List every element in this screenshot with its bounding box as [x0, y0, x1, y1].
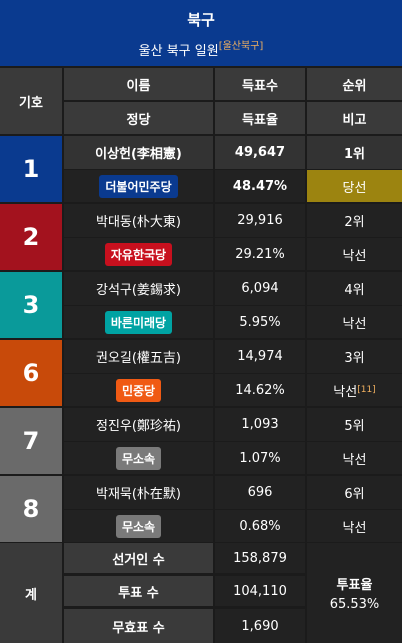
candidate-number: 6	[0, 340, 62, 406]
candidate-votes: 1,093	[215, 408, 305, 441]
header-number: 기호	[0, 68, 62, 134]
candidate-rank: 6위	[307, 476, 402, 509]
candidate-remark-cell: 낙선	[307, 442, 402, 474]
party-badge[interactable]: 자유한국당	[104, 242, 173, 266]
candidate-rate: 14.62%	[215, 374, 305, 406]
candidate-votes: 49,647	[215, 136, 305, 169]
candidate-number: 7	[0, 408, 62, 474]
total-label: 계	[0, 543, 62, 643]
candidate-votes: 14,974	[215, 340, 305, 373]
candidate-remark-cell: 당선	[307, 170, 402, 202]
candidate-votes: 6,094	[215, 272, 305, 305]
candidate-number: 8	[0, 476, 62, 542]
candidate-name[interactable]: 정진우(鄭珍祐)	[64, 408, 213, 441]
candidate-remark-cell: 낙선 [11]	[307, 374, 402, 406]
turnout-rate-value: 65.53%	[329, 597, 380, 612]
party-badge[interactable]: 바른미래당	[104, 310, 173, 334]
result-label: 낙선	[333, 384, 358, 400]
invalid-votes-value: 1,690	[215, 609, 305, 643]
candidate-remark-cell: 낙선	[307, 510, 402, 542]
header-name: 이름	[64, 68, 213, 100]
candidate-name[interactable]: 박재묵(朴在默)	[64, 476, 213, 509]
elected-label: 당선	[342, 180, 367, 196]
result-label: 낙선	[342, 248, 367, 264]
turnout-votes-label: 투표 수	[64, 576, 213, 606]
candidate-votes: 696	[215, 476, 305, 509]
district-note-link[interactable]: [울산북구]	[218, 41, 264, 52]
party-badge[interactable]: 무소속	[115, 514, 162, 538]
result-label: 낙선	[342, 452, 367, 468]
candidate-rank: 4위	[307, 272, 402, 305]
candidate-rank: 2위	[307, 204, 402, 237]
party-badge[interactable]: 민중당	[115, 378, 162, 402]
header-votes: 득표수	[215, 68, 305, 100]
candidate-rank: 5위	[307, 408, 402, 441]
party-badge[interactable]: 더불어민주당	[99, 174, 178, 198]
candidate-party-cell: 바른미래당	[64, 306, 213, 338]
electorate-label: 선거인 수	[64, 543, 213, 573]
candidate-name[interactable]: 권오길(權五吉)	[64, 340, 213, 373]
candidate-party-cell: 자유한국당	[64, 238, 213, 270]
turnout-votes-value: 104,110	[215, 576, 305, 606]
candidate-rate: 29.21%	[215, 238, 305, 270]
candidate-name[interactable]: 강석구(姜錫求)	[64, 272, 213, 305]
candidate-rate: 1.07%	[215, 442, 305, 474]
candidate-number: 1	[0, 136, 62, 202]
candidate-remark-cell: 낙선	[307, 238, 402, 270]
candidate-number: 3	[0, 272, 62, 338]
candidate-party-cell: 더불어민주당	[64, 170, 213, 202]
candidate-remark-cell: 낙선	[307, 306, 402, 338]
party-badge[interactable]: 무소속	[115, 446, 162, 470]
result-label: 낙선	[342, 520, 367, 536]
candidate-rank: 1위	[307, 136, 402, 169]
candidate-name[interactable]: 이상헌(李相憲)	[64, 136, 213, 169]
district-subtitle: 울산 북구 일원[울산북구]	[0, 37, 402, 59]
district-title: 북구	[187, 11, 215, 29]
candidate-number: 2	[0, 204, 62, 270]
candidate-rank: 3위	[307, 340, 402, 373]
remark-footnote-link[interactable]: [11]	[357, 385, 376, 395]
candidate-party-cell: 민중당	[64, 374, 213, 406]
candidate-rate: 0.68%	[215, 510, 305, 542]
candidate-rate: 5.95%	[215, 306, 305, 338]
candidate-party-cell: 무소속	[64, 510, 213, 542]
candidate-name[interactable]: 박대동(朴大東)	[64, 204, 213, 237]
header-rank: 순위	[307, 68, 402, 100]
candidate-rate: 48.47%	[215, 170, 305, 202]
turnout-rate-label: 투표율	[336, 578, 373, 593]
header-party: 정당	[64, 102, 213, 134]
header-remark: 비고	[307, 102, 402, 134]
header-rate: 득표율	[215, 102, 305, 134]
candidate-party-cell: 무소속	[64, 442, 213, 474]
table-title-bar: 북구 울산 북구 일원[울산북구]	[0, 0, 402, 66]
district-area: 울산 북구 일원	[138, 44, 219, 59]
electorate-value: 158,879	[215, 543, 305, 573]
result-label: 낙선	[342, 316, 367, 332]
turnout-rate-cell: 투표율 65.53%	[307, 543, 402, 643]
invalid-votes-label: 무효표 수	[64, 609, 213, 643]
candidate-votes: 29,916	[215, 204, 305, 237]
